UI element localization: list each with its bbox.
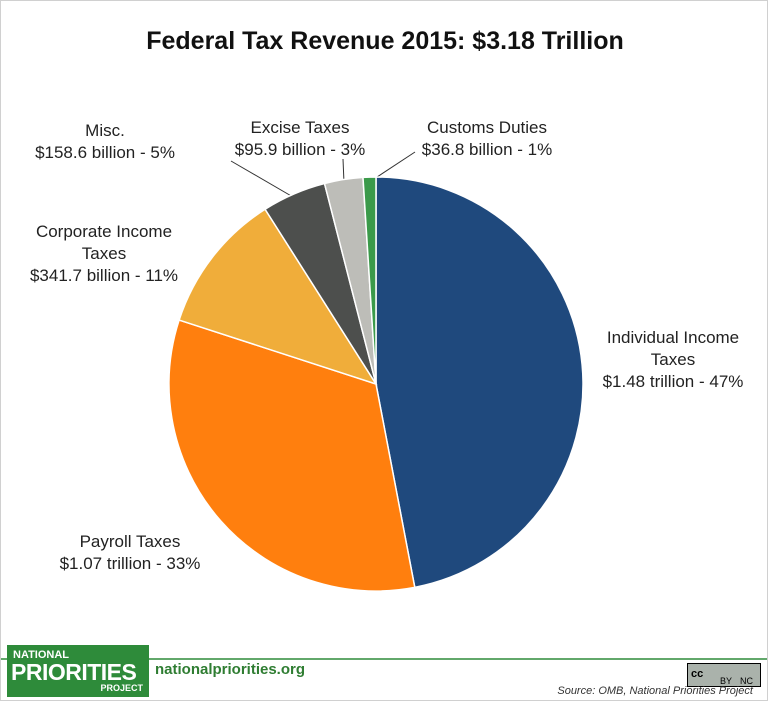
value-label: $341.7 billion - 11% bbox=[29, 266, 179, 285]
pie-slice bbox=[362, 176, 377, 385]
category-label: Individual Income Taxes bbox=[606, 328, 740, 369]
logo-text: NATIONAL bbox=[13, 649, 70, 661]
license-text: BY bbox=[720, 676, 733, 686]
data-label: Misc. $158.6 billion - 5% bbox=[5, 120, 205, 164]
license-text: NC bbox=[740, 676, 753, 686]
leader-line bbox=[370, 151, 416, 182]
value-label: $1.07 trillion - 33% bbox=[59, 554, 201, 573]
data-label: Payroll Taxes $1.07 trillion - 33% bbox=[30, 531, 230, 575]
pie-slice bbox=[168, 319, 416, 592]
value-label: $158.6 billion - 5% bbox=[35, 143, 175, 162]
pie-slice bbox=[375, 176, 584, 589]
data-label: Individual Income Taxes $1.48 trillion - … bbox=[588, 327, 758, 393]
category-label: Payroll Taxes bbox=[79, 532, 181, 551]
leader-line bbox=[230, 160, 294, 198]
logo-text: PROJECT bbox=[100, 683, 143, 693]
logo: NATIONAL PRIORITIES PROJECT bbox=[7, 645, 149, 697]
data-label: Customs Duties $36.8 billion - 1% bbox=[387, 117, 587, 161]
logo-text: PRIORITIES bbox=[11, 659, 137, 685]
source-note: Source: OMB, National Priorities Project bbox=[557, 685, 753, 697]
license-text: cc bbox=[691, 668, 704, 680]
data-label: Corporate Income Taxes $341.7 billion - 1… bbox=[17, 221, 192, 287]
value-label: $95.9 billion - 3% bbox=[234, 140, 366, 159]
license-badge: cc BY NC bbox=[687, 663, 761, 687]
pie-slice bbox=[178, 208, 378, 386]
url[interactable]: nationalpriorities.org bbox=[155, 661, 306, 678]
category-label: Misc. bbox=[85, 121, 125, 140]
value-label: $1.48 trillion - 47% bbox=[602, 372, 744, 391]
category-label: Customs Duties bbox=[427, 118, 547, 137]
category-label: Excise Taxes bbox=[250, 118, 350, 137]
data-label: Excise Taxes $95.9 billion - 3% bbox=[200, 117, 400, 161]
category-label: Corporate Income Taxes bbox=[35, 222, 173, 263]
value-label: $36.8 billion - 1% bbox=[421, 140, 553, 159]
chart-title: Federal Tax Revenue 2015: $3.18 Trillion bbox=[146, 27, 624, 55]
